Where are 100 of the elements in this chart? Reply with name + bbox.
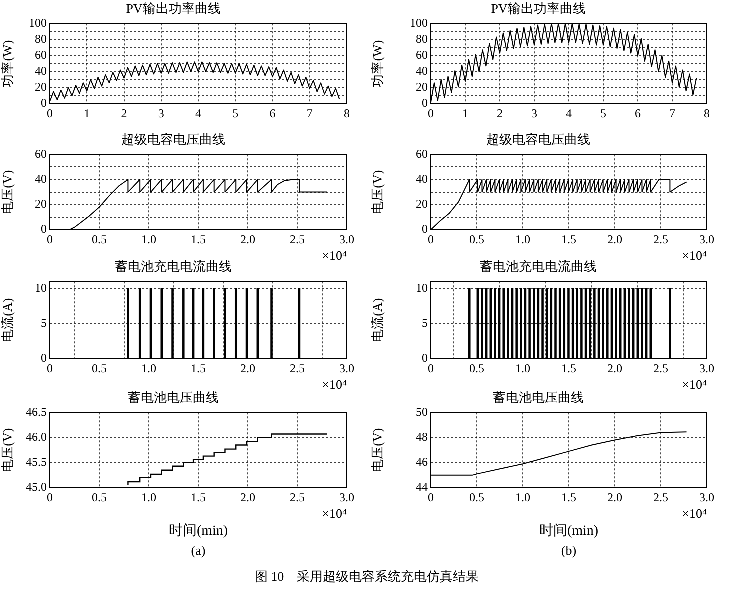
x-tick-label: 2.5 <box>290 361 305 376</box>
y-tick-label: 45.5 <box>26 455 47 470</box>
x-tick-label: 2 <box>497 106 503 120</box>
x-tick-label: 1.5 <box>191 361 206 376</box>
y-tick-label: 0 <box>41 96 47 110</box>
x-tick-label: 2 <box>121 106 128 120</box>
x-tick-label: 1.0 <box>142 361 156 376</box>
x-tick-label: 5 <box>600 106 606 120</box>
x-tick-label: 3.0 <box>700 361 714 376</box>
y-tick-label: 0 <box>422 222 428 236</box>
x-tick-label: 2.5 <box>654 490 668 504</box>
chart-title: 蓄电池充电电流曲线 <box>480 259 597 274</box>
chart-title: 超级电容电压曲线 <box>122 132 226 148</box>
x-tick-label: 1.5 <box>562 232 576 246</box>
y-tick-label: 20 <box>35 197 47 212</box>
x-tick-label: 2.5 <box>654 232 668 246</box>
x-tick-label: 0.5 <box>470 361 484 376</box>
x-tick-label: 3.0 <box>340 490 354 504</box>
y-tick-label: 80 <box>416 32 428 46</box>
text: (a) <box>190 543 207 559</box>
text: ×10⁴ <box>682 377 707 392</box>
y-axis-title: 电压(V) <box>0 428 16 472</box>
y-tick-label: 80 <box>35 32 47 46</box>
x-tick-label: 1.0 <box>516 490 530 504</box>
text: ×10⁴ <box>322 248 347 263</box>
y-axis-title: 功率(W) <box>370 40 386 88</box>
chart-title: PV输出功率曲线 <box>491 1 586 16</box>
x-tick-label: 2.0 <box>240 232 256 246</box>
y-axis-title: 功率(W) <box>0 40 16 88</box>
x-tick-label: 1 <box>462 106 468 120</box>
x-tick-label: 1.0 <box>142 490 156 504</box>
x-tick-label: 6 <box>635 106 641 120</box>
x-tick-label: 0.5 <box>470 232 484 246</box>
y-tick-label: 46 <box>416 455 428 470</box>
x-tick-label: 3.0 <box>700 490 714 504</box>
chart-title: 蓄电池充电电流曲线 <box>115 259 232 274</box>
text: ×10⁴ <box>321 506 347 522</box>
x-tick-label: 2.0 <box>240 361 256 376</box>
y-tick-label: 40 <box>416 172 428 186</box>
x-tick-label: 3 <box>532 106 538 120</box>
y-tick-label: 0 <box>41 351 47 366</box>
y-tick-label: 45.0 <box>26 480 47 494</box>
y-tick-label: 44 <box>416 480 428 494</box>
x-tick-label: 2.0 <box>608 361 622 376</box>
y-tick-label: 10 <box>35 280 47 295</box>
x-tick-label: 0.5 <box>92 361 107 376</box>
x-tick-label: 2.0 <box>608 232 622 246</box>
x-tick-label: 7 <box>670 106 676 120</box>
chart-title: 蓄电池电压曲线 <box>493 390 584 406</box>
chart-title: 蓄电池电压曲线 <box>128 390 219 406</box>
y-tick-label: 5 <box>41 316 47 330</box>
y-axis-title: 电流(A) <box>370 298 386 342</box>
y-tick-label: 5 <box>422 316 428 330</box>
x-axis-title: 时间(min) <box>168 524 230 540</box>
y-tick-label: 46.5 <box>26 404 47 419</box>
chart-title: 超级电容电压曲线 <box>486 132 590 148</box>
y-tick-label: 100 <box>410 16 428 30</box>
y-tick-label: 40 <box>416 64 428 78</box>
y-tick-label: 48 <box>416 430 428 444</box>
y-tick-label: 46.0 <box>26 430 47 444</box>
y-tick-label: 0 <box>422 351 428 366</box>
y-tick-label: 40 <box>35 172 47 186</box>
x-tick-label: 1.0 <box>516 232 530 246</box>
y-tick-label: 60 <box>416 146 428 161</box>
y-tick-label: 20 <box>416 80 428 94</box>
y-tick-label: 60 <box>35 48 47 62</box>
y-axis-title: 电流(A) <box>0 298 16 342</box>
y-tick-label: 100 <box>29 16 47 30</box>
x-tick-label: 3.0 <box>340 232 354 246</box>
x-tick-label: 0.5 <box>470 490 484 504</box>
y-axis-title: 电压(V) <box>370 170 386 214</box>
y-axis-title: 电压(V) <box>370 428 386 472</box>
x-tick-label: 1.0 <box>142 232 156 246</box>
x-tick-label: 2.5 <box>654 361 668 376</box>
y-axis-title: 电压(V) <box>0 170 16 214</box>
x-tick-label: 0.5 <box>92 490 107 504</box>
x-tick-label: 8 <box>704 106 710 120</box>
y-tick-label: 40 <box>35 64 47 78</box>
y-tick-label: 10 <box>416 280 428 295</box>
x-tick-label: 1.0 <box>516 361 530 376</box>
x-tick-label: 1 <box>84 106 90 120</box>
x-tick-label: 3 <box>158 106 164 120</box>
x-tick-label: 8 <box>344 106 350 120</box>
x-tick-label: 3.0 <box>700 232 714 246</box>
y-tick-label: 50 <box>416 404 428 419</box>
x-tick-label: 4 <box>566 106 572 120</box>
x-tick-label: 3.0 <box>340 361 354 376</box>
caption: 图 10 采用超级电容系统充电仿真结果 <box>254 568 480 586</box>
x-tick-label: 1.5 <box>562 490 576 504</box>
x-tick-label: 2.0 <box>608 490 622 504</box>
text: ×10⁴ <box>681 506 707 522</box>
x-tick-label: 1.5 <box>191 232 206 246</box>
y-tick-label: 0 <box>422 96 428 110</box>
x-tick-label: 2.5 <box>290 490 305 504</box>
text: ×10⁴ <box>682 248 707 263</box>
y-tick-label: 20 <box>35 80 47 94</box>
x-tick-label: 1.5 <box>191 490 206 504</box>
x-tick-label: 6 <box>270 106 276 120</box>
chart-title: PV输出功率曲线 <box>126 1 221 16</box>
x-axis-title: 时间(min) <box>538 524 600 540</box>
